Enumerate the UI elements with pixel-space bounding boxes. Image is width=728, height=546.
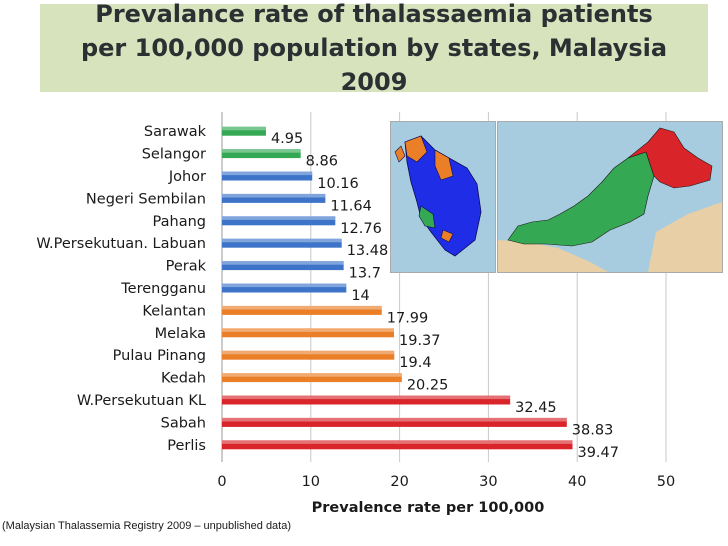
bar (222, 417, 567, 427)
category-label: Kelantan (142, 303, 206, 319)
category-label: Johor (168, 169, 206, 185)
x-tick-label: 30 (479, 474, 497, 490)
value-label: 10.16 (317, 176, 359, 192)
value-label: 38.83 (572, 422, 614, 438)
bar (222, 171, 313, 181)
source-note: (Malaysian Thalassemia Registry 2009 – u… (2, 520, 292, 532)
bar-highlight (222, 395, 511, 400)
value-label: 4.95 (271, 131, 303, 147)
category-label: Perak (166, 259, 207, 275)
category-label: Kedah (161, 371, 206, 387)
value-label: 14 (351, 288, 369, 304)
x-tick-label: 50 (657, 474, 675, 490)
bar (222, 305, 382, 315)
bar (222, 261, 344, 271)
bar-highlight (222, 373, 402, 377)
value-label: 13.48 (347, 243, 389, 259)
bar (222, 283, 347, 293)
category-label: Sarawak (144, 124, 207, 140)
category-label: Melaka (155, 326, 206, 342)
value-label: 32.45 (515, 400, 557, 416)
bar-highlight (222, 193, 326, 198)
bar (222, 216, 336, 226)
bar-highlight (222, 350, 395, 355)
bar (222, 238, 342, 248)
bar (222, 373, 402, 383)
chart-title: Prevalance rate of thalassaemia patients… (80, 0, 668, 96)
bar-highlight (222, 328, 395, 332)
category-label: W.Persekutuan. Labuan (36, 236, 206, 252)
bar-highlight (222, 440, 573, 444)
category-label: Terengganu (120, 281, 206, 297)
bar (222, 440, 573, 450)
bar-highlight (222, 216, 336, 220)
title-box: Prevalance rate of thalassaemia patients… (40, 0, 708, 96)
value-label: 39.47 (577, 445, 619, 461)
bar-highlight (222, 149, 301, 153)
bar-highlight (222, 171, 313, 176)
category-label: W.Persekutuan KL (77, 393, 206, 409)
x-tick-label: 0 (217, 474, 226, 490)
category-label: Sabah (161, 415, 206, 431)
bar (222, 328, 395, 338)
value-label: 19.4 (399, 355, 431, 371)
bar-highlight (222, 261, 344, 265)
bar (222, 126, 266, 136)
category-label: Perlis (167, 438, 206, 454)
bar-highlight (222, 238, 342, 243)
borneo-malaysia-map (497, 121, 723, 273)
peninsular-malaysia-map (390, 121, 496, 273)
value-label: 19.37 (399, 333, 441, 349)
bar (222, 395, 511, 405)
x-tick-label: 10 (302, 474, 320, 490)
x-tick-label: 20 (390, 474, 408, 490)
bar-highlight (222, 126, 266, 131)
value-label: 11.64 (330, 198, 372, 214)
category-label: Pahang (153, 214, 206, 230)
value-label: 17.99 (387, 310, 429, 326)
bar (222, 193, 326, 203)
value-label: 12.76 (340, 221, 382, 237)
value-label: 13.7 (349, 266, 381, 282)
bar (222, 149, 301, 159)
category-label: Selangor (142, 147, 206, 163)
value-label: 8.86 (306, 154, 338, 170)
value-label: 20.25 (407, 378, 449, 394)
bar-highlight (222, 305, 382, 310)
x-tick-label: 40 (568, 474, 586, 490)
bar-highlight (222, 283, 347, 288)
category-label: Negeri Sembilan (86, 191, 206, 207)
x-axis-title: Prevalence rate per 100,000 (312, 500, 545, 516)
bar (222, 350, 395, 360)
bar-highlight (222, 417, 567, 422)
category-label: Pulau Pinang (113, 348, 206, 364)
bar-chart: 0 10 20 30 40 50 Prevalence rate per 100,000 Sa… (36, 112, 675, 516)
